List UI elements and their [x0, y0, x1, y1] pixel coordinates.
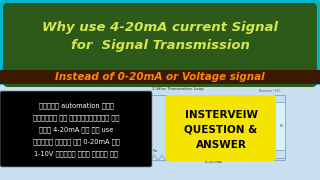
Text: Sensor Input: Sensor Input	[61, 91, 83, 95]
Text: for  Signal Transmission: for Signal Transmission	[71, 39, 249, 53]
Text: जानिए automation में: जानिए automation में	[39, 103, 113, 109]
Text: RL: RL	[280, 124, 284, 128]
Text: लिए 4-20mA का ही use: लिए 4-20mA का ही use	[39, 127, 113, 133]
Text: Rw: Rw	[152, 149, 158, 153]
Text: Why use 4-20mA current Signal: Why use 4-20mA current Signal	[42, 21, 278, 35]
Text: क्यों होता है 0-20mA या: क्यों होता है 0-20mA या	[33, 139, 119, 145]
Text: सिग्नल के ट्रांसमिशन के: सिग्नल के ट्रांसमिशन के	[33, 115, 119, 121]
Text: 4-20 mA: 4-20 mA	[205, 160, 221, 164]
Text: 2-Wire Transmitter Loop: 2-Wire Transmitter Loop	[152, 87, 204, 91]
Text: Instead of 0-20mA or Voltage signal: Instead of 0-20mA or Voltage signal	[55, 72, 265, 82]
Text: INSTERVEIW: INSTERVEIW	[185, 110, 258, 120]
Text: Transmitter: Transmitter	[49, 143, 71, 147]
FancyBboxPatch shape	[0, 91, 152, 167]
Text: ANSWER: ANSWER	[196, 140, 246, 150]
FancyBboxPatch shape	[165, 95, 276, 161]
FancyBboxPatch shape	[3, 3, 317, 87]
Text: 1-10V क्यों नही होता है: 1-10V क्यों नही होता है	[34, 151, 118, 157]
Bar	[30, 95, 285, 160]
Circle shape	[62, 116, 82, 136]
Text: Receiver / PLC: Receiver / PLC	[259, 89, 281, 93]
Bar	[255, 102, 285, 150]
Bar	[38, 102, 106, 150]
Bar	[0, 85, 320, 180]
Text: Loop: Loop	[22, 123, 26, 131]
Text: QUESTION &: QUESTION &	[184, 125, 258, 135]
Polygon shape	[0, 70, 320, 84]
